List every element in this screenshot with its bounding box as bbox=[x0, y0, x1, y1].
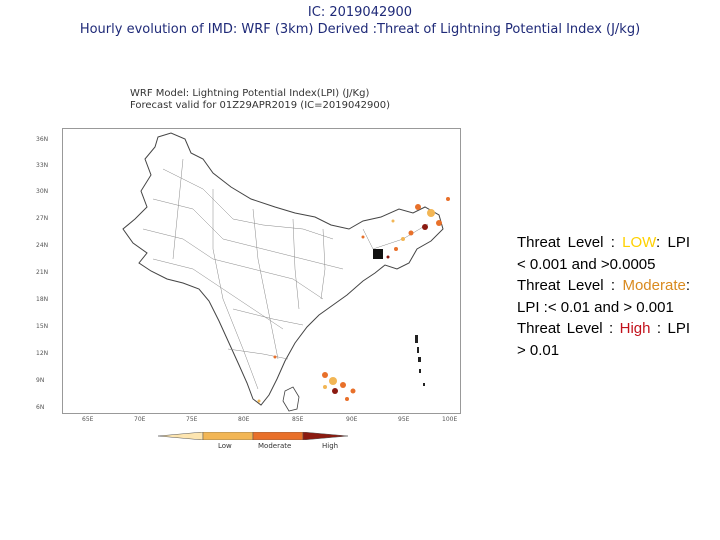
lat-label: 36N bbox=[36, 136, 49, 143]
lightning-scattered bbox=[257, 235, 365, 403]
lat-label: 30N bbox=[36, 188, 49, 195]
lon-label: 100E bbox=[442, 416, 458, 423]
legend-high: Threat Level : High : LPI > 0.01 bbox=[517, 318, 690, 361]
legend-high-range: : LPI > 0.01 bbox=[517, 320, 690, 359]
lon-label: 85E bbox=[292, 416, 304, 423]
legend-prefix: Threat Level : bbox=[517, 320, 620, 337]
page-title: Hourly evolution of IMD: WRF (3km) Deriv… bbox=[79, 22, 641, 37]
lon-label: 90E bbox=[346, 416, 358, 423]
lon-label: 95E bbox=[398, 416, 410, 423]
legend-high-word: High bbox=[619, 320, 651, 337]
page-header: IC: 2019042900 Hourly evolution of IMD: … bbox=[0, 4, 720, 38]
lightning-south bbox=[322, 372, 356, 401]
lat-label: 9N bbox=[36, 377, 45, 384]
lon-label: 75E bbox=[186, 416, 198, 423]
lon-label: 70E bbox=[134, 416, 146, 423]
legend-prefix: Threat Level : bbox=[517, 234, 623, 251]
threat-legend: Threat Level : LOW: LPI < 0.001 and >0.0… bbox=[517, 232, 690, 361]
lat-label: 15N bbox=[36, 323, 49, 330]
lat-label: 21N bbox=[36, 269, 49, 276]
legend-low: Threat Level : LOW: LPI < 0.001 and >0.0… bbox=[517, 232, 690, 275]
colorbar bbox=[158, 432, 348, 440]
lon-label: 80E bbox=[238, 416, 250, 423]
map-title: WRF Model: Lightning Potential Index(LPI… bbox=[130, 88, 430, 112]
map-title-line2: Forecast valid for 01Z29APR2019 (IC=2019… bbox=[130, 100, 391, 111]
district-boundaries bbox=[142, 158, 429, 390]
lat-label: 24N bbox=[36, 242, 49, 249]
legend-suffix: : bbox=[656, 234, 661, 251]
lat-label: 18N bbox=[36, 296, 49, 303]
colorbar-label-low: Low bbox=[218, 442, 232, 450]
ic-title: IC: 2019042900 bbox=[307, 5, 413, 20]
legend-moderate: Threat Level : Moderate: LPI :< 0.01 and… bbox=[517, 275, 690, 318]
lat-label: 12N bbox=[36, 350, 49, 357]
dark-patch bbox=[373, 249, 383, 259]
map-plot-area bbox=[62, 128, 461, 414]
legend-moderate-word: Moderate bbox=[622, 277, 686, 294]
colorbar-label-moderate: Moderate bbox=[258, 442, 292, 450]
andaman-islands bbox=[415, 335, 425, 386]
lpi-map: WRF Model: Lightning Potential Index(LPI… bbox=[30, 80, 461, 455]
india-landmass bbox=[122, 132, 444, 406]
legend-prefix: Threat Level : bbox=[517, 277, 623, 294]
lat-label: 27N bbox=[36, 215, 49, 222]
legend-low-range: LPI < 0.001 and >0.0005 bbox=[517, 234, 690, 273]
lat-label: 33N bbox=[36, 162, 49, 169]
lat-label: 6N bbox=[36, 404, 45, 411]
map-title-line1: WRF Model: Lightning Potential Index(LPI… bbox=[130, 88, 370, 99]
legend-moderate-range: : LPI :< 0.01 and > 0.001 bbox=[517, 277, 690, 316]
sri-lanka bbox=[282, 386, 300, 412]
legend-low-word: LOW bbox=[622, 234, 657, 251]
lightning-northeast bbox=[386, 197, 450, 259]
lon-label: 65E bbox=[82, 416, 94, 423]
india-map-svg bbox=[122, 132, 450, 412]
colorbar-label-high: High bbox=[322, 442, 339, 450]
